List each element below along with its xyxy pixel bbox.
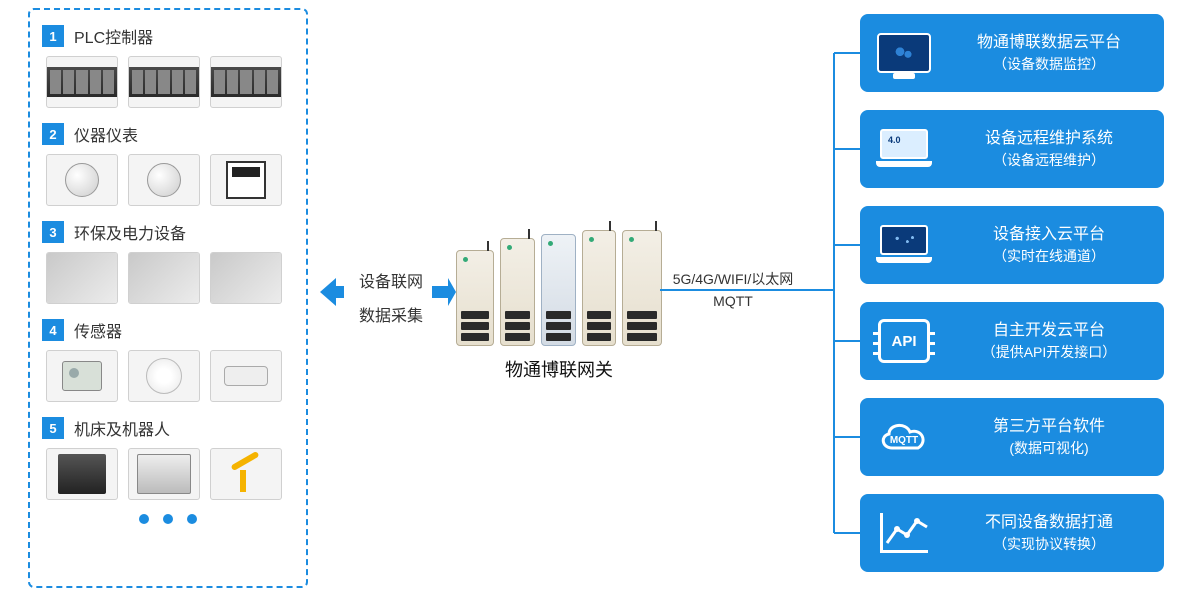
service-subtitle: （设备数据监控） xyxy=(949,54,1149,74)
service-title: 设备远程维护系统 xyxy=(949,127,1149,150)
service-title: 设备接入云平台 xyxy=(949,223,1149,246)
device-thumb xyxy=(210,350,282,402)
pager-dot xyxy=(163,514,173,524)
device-categories-panel: 1 PLC控制器 2 仪器仪表 3 环保及电力设备 4 传感器 5 机床及机器人 xyxy=(28,8,308,588)
service-box: 设备远程维护系统（设备远程维护） xyxy=(860,110,1164,188)
service-box: API 自主开发云平台（提供API开发接口） xyxy=(860,302,1164,380)
device-thumb xyxy=(128,350,200,402)
chip-api-icon: API xyxy=(871,312,937,370)
laptop-dash-icon xyxy=(871,216,937,274)
category: 4 传感器 xyxy=(42,318,294,402)
gateway-device xyxy=(456,250,494,346)
device-thumb xyxy=(46,154,118,206)
category-title: 仪器仪表 xyxy=(74,122,138,146)
gateway-cluster xyxy=(456,228,662,346)
category-number: 4 xyxy=(42,319,64,341)
pager-dot xyxy=(139,514,149,524)
svg-text:MQTT: MQTT xyxy=(890,435,918,446)
service-title: 第三方平台软件 xyxy=(949,415,1149,438)
service-title: 不同设备数据打通 xyxy=(949,511,1149,534)
arrow-right-icon xyxy=(432,264,456,320)
device-thumb xyxy=(46,56,118,108)
service-title: 自主开发云平台 xyxy=(949,319,1149,342)
gateway-device xyxy=(500,238,535,346)
service-title: 物通博联数据云平台 xyxy=(949,31,1149,54)
category-number: 1 xyxy=(42,25,64,47)
category-title: 环保及电力设备 xyxy=(74,220,186,244)
laptop-4-0-icon xyxy=(871,120,937,178)
service-box: 物通博联数据云平台（设备数据监控） xyxy=(860,14,1164,92)
gateway-title: 物通博联网关 xyxy=(456,356,662,382)
device-thumb xyxy=(46,350,118,402)
category-title: 机床及机器人 xyxy=(74,416,170,440)
device-thumb xyxy=(210,56,282,108)
gateway-device xyxy=(582,230,617,346)
pager-dots xyxy=(42,514,294,524)
category-title: 传感器 xyxy=(74,318,122,342)
service-subtitle: （设备远程维护） xyxy=(949,150,1149,170)
service-box: MQTT 第三方平台软件(数据可视化) xyxy=(860,398,1164,476)
gateway-device xyxy=(622,230,662,346)
service-box: 设备接入云平台（实时在线通道） xyxy=(860,206,1164,284)
cloud-mqtt-icon: MQTT xyxy=(871,408,937,466)
arrow-left-icon xyxy=(320,264,344,320)
service-subtitle: （提供API开发接口） xyxy=(949,342,1149,362)
category: 3 环保及电力设备 xyxy=(42,220,294,304)
device-thumb xyxy=(128,154,200,206)
service-subtitle: (数据可视化) xyxy=(949,438,1149,458)
device-thumb xyxy=(210,252,282,304)
service-subtitle: （实现协议转换） xyxy=(949,534,1149,554)
device-thumb xyxy=(128,448,200,500)
category: 5 机床及机器人 xyxy=(42,416,294,500)
device-thumb xyxy=(128,56,200,108)
category-number: 2 xyxy=(42,123,64,145)
category-number: 3 xyxy=(42,221,64,243)
category: 1 PLC控制器 xyxy=(42,24,294,108)
label-data-collect: 数据采集 xyxy=(336,302,446,326)
category: 2 仪器仪表 xyxy=(42,122,294,206)
device-thumb xyxy=(46,448,118,500)
connector-lines xyxy=(660,0,860,601)
category-number: 5 xyxy=(42,417,64,439)
monitor-map-icon xyxy=(871,24,937,82)
device-thumb xyxy=(210,154,282,206)
gateway-device xyxy=(541,234,576,346)
device-thumb xyxy=(128,252,200,304)
service-subtitle: （实时在线通道） xyxy=(949,246,1149,266)
label-device-connect: 设备联网 xyxy=(336,268,446,292)
category-title: PLC控制器 xyxy=(74,24,153,48)
right-services-column: 物通博联数据云平台（设备数据监控） 设备远程维护系统（设备远程维护） 设备接入云平台… xyxy=(860,14,1164,572)
chart-line-icon xyxy=(871,504,937,562)
service-box: 不同设备数据打通（实现协议转换） xyxy=(860,494,1164,572)
device-thumb xyxy=(210,448,282,500)
pager-dot xyxy=(187,514,197,524)
device-thumb xyxy=(46,252,118,304)
